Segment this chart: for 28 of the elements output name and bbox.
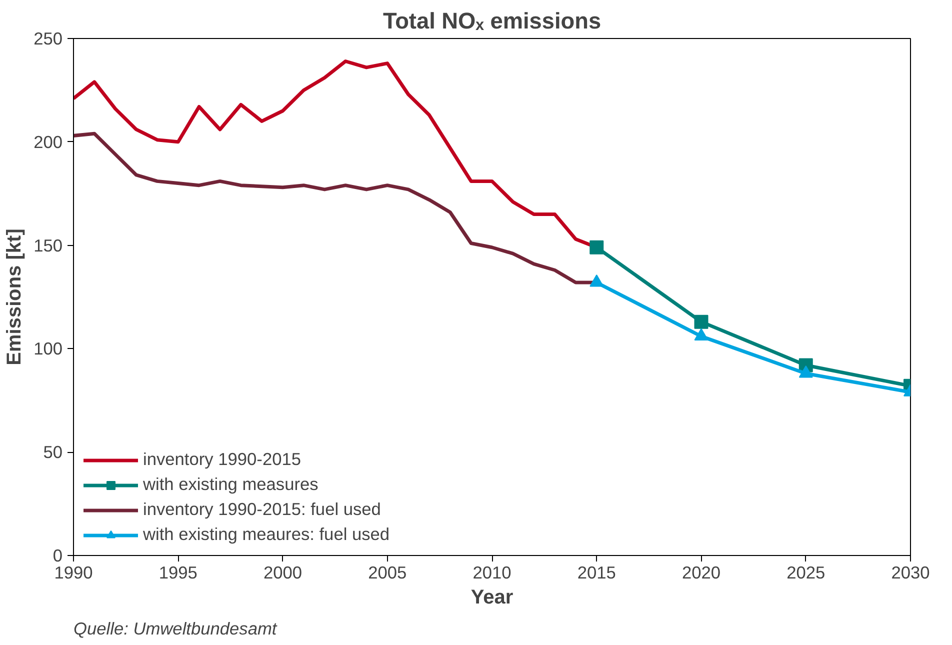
point	[694, 328, 708, 341]
x-tick-label: 2030	[891, 562, 930, 582]
y-tick-label: 250	[34, 28, 63, 48]
x-tick-label: 2000	[263, 562, 302, 582]
y-tick-label: 50	[43, 442, 63, 462]
chart-title: Total NOₓ emissions	[382, 8, 602, 34]
point	[694, 314, 708, 329]
x-tick-label: 1995	[158, 562, 198, 582]
legend-label: with existing measures	[143, 474, 318, 495]
point	[590, 240, 604, 254]
x-tick-label: 2015	[577, 562, 616, 582]
y-tick-label: 200	[34, 132, 63, 152]
y-axis-title: Emissions [kt]	[4, 228, 26, 366]
x-tick-label: 2005	[368, 562, 407, 582]
legend-label: with existing meaures: fuel used	[143, 524, 390, 545]
x-tick-label: 2010	[472, 562, 512, 582]
x-axis-title: Year	[470, 586, 514, 608]
y-tick-label: 150	[34, 235, 63, 256]
legend-label: inventory 1990-2015: fuel used	[143, 499, 381, 520]
x-tick-label: 2025	[786, 562, 826, 582]
x-tick-label: 1990	[54, 562, 93, 582]
point	[798, 366, 813, 378]
point	[590, 274, 604, 287]
x-tick-label: 2020	[682, 562, 721, 582]
y-tick-label: 100	[34, 338, 63, 359]
legend-label: inventory 1990-2015	[143, 449, 301, 470]
y-tick-label: 0	[52, 546, 63, 566]
source-note: Quelle: Umweltbundesamt	[74, 618, 278, 638]
